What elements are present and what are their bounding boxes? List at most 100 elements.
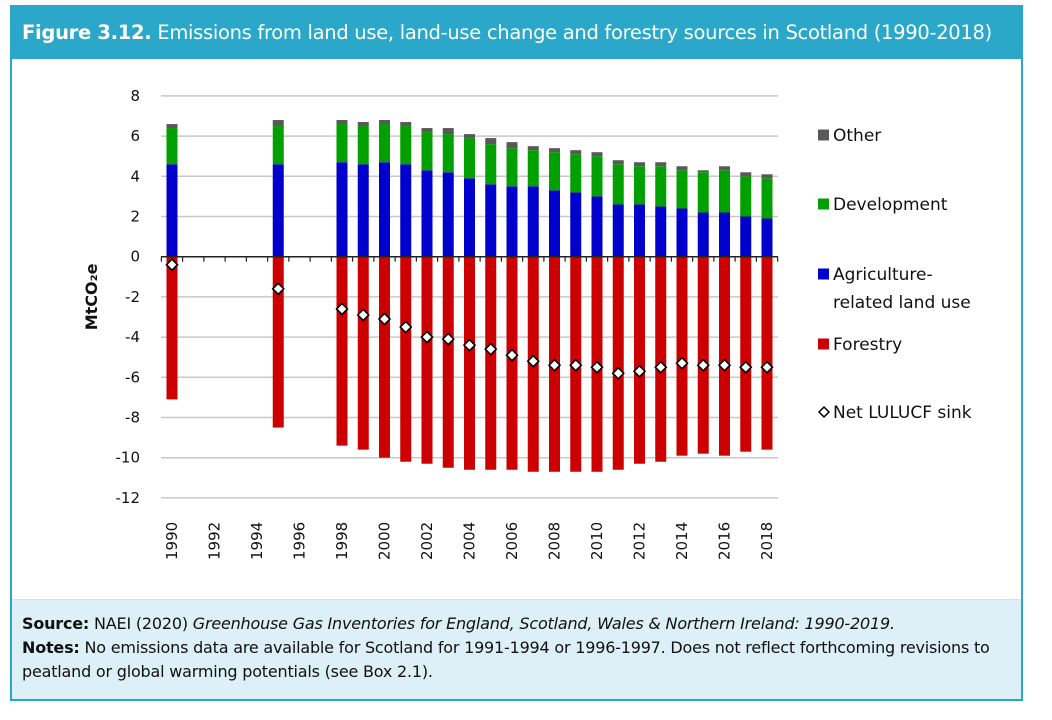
y-tick-label: 2 [130, 208, 140, 226]
bar-agriculture [655, 206, 667, 257]
bar-forestry [272, 256, 284, 428]
legend-label: Other [833, 126, 881, 146]
x-tick-label: 1996 [291, 522, 309, 560]
bar-forestry [400, 256, 412, 462]
bar-agriculture [527, 186, 539, 257]
bar-other [485, 138, 497, 145]
bar-agriculture [464, 178, 475, 257]
bar-other [549, 148, 560, 153]
bar-other [357, 122, 369, 127]
net-sink-marker [696, 358, 710, 372]
bar-development [272, 126, 284, 165]
bar-forestry [719, 256, 730, 456]
y-tick-label: -8 [125, 409, 140, 427]
y-tick-label: 8 [130, 87, 140, 105]
legend-label: Agriculture- [833, 265, 933, 285]
bar-development [357, 126, 369, 165]
bar-other [464, 134, 475, 139]
bar-other [591, 152, 603, 157]
y-tick-label: -2 [125, 288, 140, 306]
bar-development [400, 126, 412, 165]
bar-other [570, 150, 582, 155]
bar-development [634, 166, 645, 205]
legend-label: Development [833, 195, 948, 215]
bar-other [761, 174, 773, 179]
x-tick-label: 1990 [163, 522, 181, 560]
net-sink-marker [441, 332, 455, 346]
bar-development [740, 176, 752, 217]
notes-label: Notes: [22, 638, 80, 657]
x-tick-label: 2004 [461, 522, 479, 560]
bar-development [527, 150, 539, 187]
bar-development [549, 152, 560, 191]
bar-other [527, 146, 539, 151]
bar-other [166, 124, 178, 129]
net-sink-marker [526, 354, 540, 368]
figure-header: Figure 3.12. Emissions from land use, la… [12, 7, 1021, 59]
legend-swatch-development [818, 198, 829, 210]
bar-agriculture [400, 164, 412, 257]
bar-agriculture [272, 164, 284, 257]
bar-agriculture [570, 192, 582, 257]
source-text: NAEI (2020) [94, 614, 193, 633]
net-sink-marker [462, 338, 477, 352]
figure-title: Emissions from land use, land-use change… [157, 21, 992, 44]
net-sink-marker [399, 320, 413, 334]
bar-other [719, 166, 730, 171]
bar-development [336, 124, 348, 163]
bar-agriculture [421, 170, 433, 257]
x-tick-label: 2016 [716, 522, 734, 560]
bar-agriculture [442, 172, 454, 257]
bar-development [464, 138, 475, 179]
bar-other [697, 170, 709, 173]
source-title: Greenhouse Gas Inventories for England, … [192, 614, 895, 633]
y-axis-label: MtCO₂e [82, 263, 101, 330]
net-sink-marker [569, 358, 583, 372]
bar-agriculture [676, 208, 688, 257]
legend-swatch-agriculture [818, 268, 829, 280]
chart: 8 6 4 2 0 -2 -4 -6 -8 -10 -12 MtCO₂e 1990 1992 1994 199… [82, 87, 972, 560]
figure-footer: Source: NAEI (2020) Greenhouse Gas Inven… [12, 599, 1021, 699]
bar-other [676, 166, 688, 171]
bar-agriculture [549, 190, 560, 257]
net-sink-marker [356, 308, 370, 322]
bar-forestry [166, 256, 178, 400]
y-tick-label: -12 [116, 489, 141, 507]
net-sink-marker [590, 360, 604, 374]
bar-development [506, 148, 518, 187]
bar-other [421, 128, 433, 133]
bar-other [272, 120, 284, 127]
bar-forestry [655, 256, 667, 462]
legend-diamond-icon [817, 405, 831, 419]
bar-forestry [506, 256, 518, 470]
x-tick-label: 2002 [418, 522, 436, 560]
net-sink-marker [377, 312, 392, 326]
bar-agriculture [336, 162, 348, 257]
bar-development [612, 164, 624, 205]
net-sink-marker [675, 356, 689, 370]
legend-label: Net LULUCF sink [833, 403, 972, 423]
net-sink-marker [505, 348, 519, 362]
bar-forestry [676, 256, 688, 456]
net-sink-marker [165, 258, 179, 272]
x-tick-label: 2000 [376, 522, 394, 560]
notes-text: No emissions data are available for Scot… [22, 638, 990, 681]
bar-development [379, 124, 390, 163]
bar-development [676, 170, 688, 209]
bar-other [634, 162, 645, 167]
bar-forestry [464, 256, 475, 470]
bar-development [591, 156, 603, 197]
bar-agriculture [357, 164, 369, 257]
bar-other [336, 120, 348, 125]
bar-other [442, 128, 454, 135]
bar-development [697, 172, 709, 213]
net-sink-marker [611, 366, 625, 380]
legend-label: related land use [833, 293, 971, 313]
bar-agriculture [379, 162, 390, 257]
bar-agriculture [761, 218, 773, 257]
x-tick-label: 1998 [333, 522, 351, 560]
bar-forestry [442, 256, 454, 468]
bar-forestry [634, 256, 645, 464]
net-sink-marker [632, 364, 647, 378]
figure-frame: Figure 3.12. Emissions from land use, la… [10, 5, 1023, 701]
